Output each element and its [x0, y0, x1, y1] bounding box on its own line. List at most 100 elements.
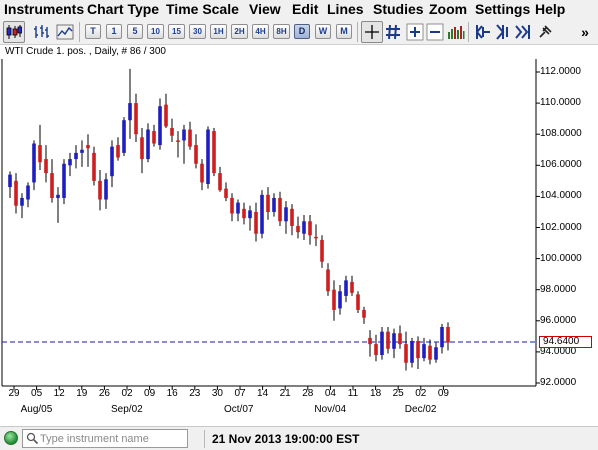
candle-body [188, 129, 192, 147]
x-month-label: Sep/02 [111, 404, 143, 415]
up-candle [344, 275, 348, 303]
up-candle [32, 140, 36, 191]
candle-body [26, 185, 30, 200]
candle-body [146, 129, 150, 160]
timeframe-4h-button[interactable]: 4H [252, 24, 269, 39]
candle-body [374, 344, 378, 356]
candle-body [404, 344, 408, 363]
zoom-out-icon[interactable] [424, 21, 446, 43]
candle-body [368, 337, 372, 345]
x-tick-label: 25 [392, 388, 404, 399]
instrument-search-input[interactable] [40, 431, 186, 446]
candle-body [266, 194, 270, 212]
toolbar-overflow-icon[interactable]: » [581, 24, 589, 40]
down-candle [212, 127, 216, 177]
scroll-left-icon[interactable] [472, 21, 494, 43]
bar-chart-icon[interactable] [30, 21, 52, 43]
line-chart-icon[interactable] [54, 21, 76, 43]
candle-body [182, 129, 186, 141]
menu-chart-type[interactable]: Chart Type [87, 1, 160, 17]
timeframe-1h-button[interactable]: 1H [210, 24, 227, 39]
scroll-end-icon[interactable] [512, 21, 534, 43]
menu-view[interactable]: View [249, 1, 281, 17]
down-candle [314, 224, 318, 247]
up-candle [380, 327, 384, 360]
timeframe-15min-button[interactable]: 15 [168, 24, 185, 39]
down-candle [134, 93, 138, 142]
down-candle [242, 202, 246, 225]
timeframe-8h-button[interactable]: 8H [273, 24, 290, 39]
down-candle [416, 336, 420, 370]
up-candle [272, 193, 276, 217]
down-candle [86, 134, 90, 167]
down-candle [38, 124, 42, 170]
down-candle [98, 169, 102, 211]
down-candle [368, 330, 372, 357]
x-tick-label: 02 [121, 388, 133, 399]
candle-body [254, 211, 258, 234]
down-candle [230, 193, 234, 222]
candle-body [338, 291, 342, 309]
menu-help[interactable]: Help [535, 1, 566, 17]
down-candle [350, 275, 354, 296]
zoom-in-icon[interactable] [404, 21, 426, 43]
x-tick-label: 05 [31, 388, 43, 399]
up-candle [302, 215, 306, 240]
candle-body [356, 294, 360, 310]
up-candle [146, 123, 150, 163]
up-candle [62, 159, 66, 205]
down-candle [356, 291, 360, 314]
timeframe-1min-button[interactable]: 1 [106, 24, 122, 39]
volume-icon[interactable] [445, 21, 467, 43]
candle-body [98, 180, 102, 200]
up-candle [434, 342, 438, 363]
candle-body [86, 145, 90, 149]
up-candle [248, 205, 252, 231]
menu-zoom[interactable]: Zoom [429, 1, 468, 17]
x-tick-label: 07 [234, 388, 246, 399]
y-tick-label: 98.0000 [540, 283, 577, 295]
candlestick-chart-icon[interactable] [3, 21, 25, 43]
timeframe-10min-button[interactable]: 10 [147, 24, 164, 39]
price-chart[interactable] [0, 0, 598, 426]
menu-time-scale[interactable]: Time Scale [166, 1, 239, 17]
up-candle [284, 201, 288, 234]
candle-body [44, 159, 48, 174]
timeframe-2h-button[interactable]: 2H [231, 24, 248, 39]
menu-edit[interactable]: Edit [292, 1, 319, 17]
candle-body [230, 197, 234, 214]
candle-body [38, 145, 42, 163]
pin-icon[interactable] [534, 21, 556, 43]
candle-body [200, 163, 204, 183]
candle-body [74, 152, 78, 160]
timeframe-tick-button[interactable]: T [85, 24, 101, 39]
timeframe-daily-button[interactable]: D [294, 24, 310, 39]
down-candle [386, 327, 390, 354]
y-tick-label: 108.0000 [540, 128, 582, 140]
menu-studies[interactable]: Studies [373, 1, 424, 17]
grid-icon[interactable] [382, 21, 404, 43]
timeframe-5min-button[interactable]: 5 [127, 24, 143, 39]
up-candle [104, 173, 108, 209]
menu-settings[interactable]: Settings [475, 1, 531, 17]
candle-body [278, 197, 282, 222]
crosshair-icon[interactable] [361, 21, 383, 43]
y-tick-label: 106.0000 [540, 159, 582, 171]
instrument-search-box[interactable] [22, 429, 188, 448]
up-candle [260, 190, 264, 239]
down-candle [92, 146, 96, 186]
x-tick-label: 19 [76, 388, 88, 399]
menu-lines[interactable]: Lines [327, 1, 364, 17]
candle-body [284, 207, 288, 222]
up-candle [80, 140, 84, 167]
timeframe-weekly-button[interactable]: W [315, 24, 331, 39]
menu-bar: Instruments Chart Type Time Scale View E… [0, 0, 598, 19]
timeframe-monthly-button[interactable]: M [336, 24, 352, 39]
candle-body [80, 149, 84, 153]
up-candle [20, 193, 24, 219]
timeframe-30min-button[interactable]: 30 [189, 24, 206, 39]
x-tick-label: 26 [98, 388, 110, 399]
up-candle [236, 199, 240, 222]
menu-instruments[interactable]: Instruments [4, 1, 85, 17]
scroll-right-icon[interactable] [492, 21, 514, 43]
